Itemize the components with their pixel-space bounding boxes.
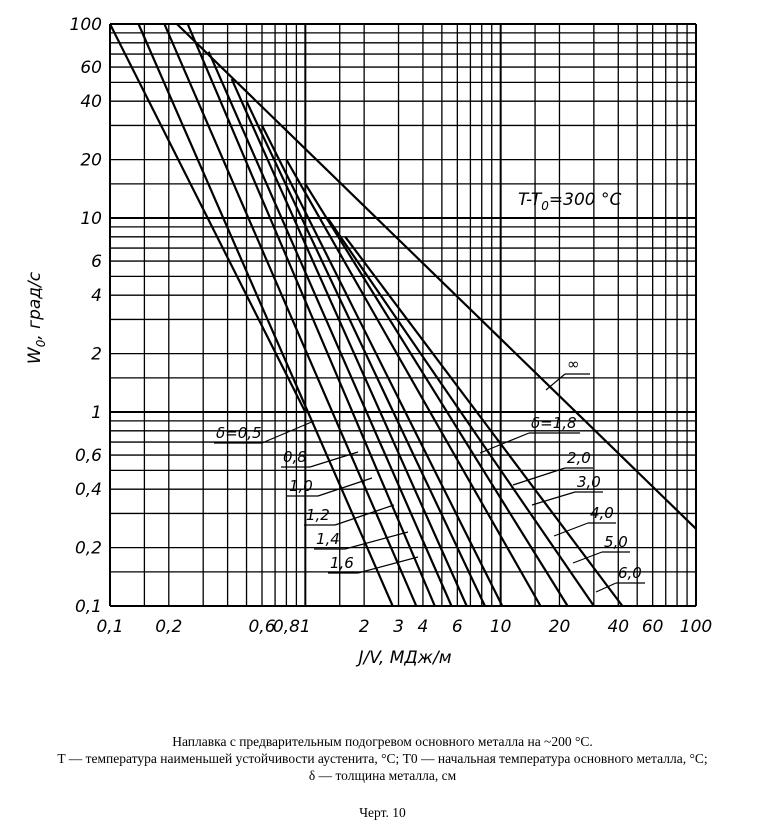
x-axis-label: J/V, МДж/м — [355, 648, 451, 668]
nomogram-chart: 0,1 0,2 0,60,8 1 2 3 4 6 10 20 40 60 100100604020106… — [25, 15, 713, 668]
series-line — [344, 236, 624, 607]
series-label: 6,0 — [618, 564, 642, 582]
y-tick-label: 60 — [80, 58, 102, 78]
tick-labels: 0,1 0,2 0,60,8 1 2 3 4 6 10 20 40 60 100100604020106… — [70, 15, 713, 637]
series-label: ∞ — [567, 355, 580, 373]
y-tick-label: 1 — [91, 403, 102, 423]
series-label: 1,4 — [316, 530, 340, 548]
y-tick-label: 0,1 — [75, 597, 102, 617]
x-tick-label: 40 — [607, 617, 629, 637]
series-label: 1,6 — [330, 554, 354, 572]
series-line — [163, 23, 418, 607]
x-tick-label: 1 — [300, 617, 311, 637]
series-lines — [109, 23, 697, 607]
leader-line — [317, 477, 373, 497]
x-tick-label: 6 — [452, 617, 463, 637]
series-line — [109, 23, 307, 413]
series-line — [304, 183, 569, 607]
leader-line — [344, 531, 409, 550]
x-tick-label: 10 — [490, 617, 512, 637]
leader-line — [309, 451, 359, 468]
leader-line — [357, 556, 419, 574]
caption-line-1: Наплавка с предварительным подогревом ос… — [172, 734, 593, 749]
series-label: 2,0 — [567, 449, 591, 467]
drawing-number: Черт. 10 — [359, 805, 406, 820]
leader-line — [545, 373, 566, 391]
y-axis-label: W0, град/с — [25, 271, 48, 364]
leader-line — [572, 551, 603, 564]
leader-line — [479, 432, 530, 454]
x-tick-label: 0,2 — [155, 617, 182, 637]
x-tick-label: 100 — [680, 617, 712, 637]
x-tick-label: 2 — [359, 617, 370, 637]
series-label: 1,2 — [306, 506, 330, 524]
y-tick-label: 2 — [91, 345, 102, 365]
leader-line — [553, 522, 589, 537]
leader-line — [261, 420, 315, 444]
y-tick-label: 0,2 — [75, 539, 102, 559]
series-line — [137, 23, 394, 607]
caption-line-2: T — температура наименьшей устойчивости … — [57, 751, 708, 766]
chart-caption: Наплавка с предварительным подогревом ос… — [0, 733, 765, 784]
y-tick-label: 100 — [70, 15, 102, 35]
series-label: 0,8 — [283, 448, 307, 466]
y-tick-label: 4 — [91, 286, 102, 306]
x-tick-label: 0,1 — [96, 617, 123, 637]
leader-line — [512, 467, 566, 486]
series-line — [245, 100, 486, 607]
series-line — [261, 124, 504, 607]
y-tick-label: 0,4 — [75, 480, 102, 500]
x-tick-label: 20 — [549, 617, 571, 637]
y-tick-label: 6 — [91, 252, 102, 272]
series-label: δ=0,5 — [216, 424, 262, 442]
series-label: δ=1,8 — [531, 414, 577, 432]
series-line — [285, 159, 542, 607]
series-line — [186, 23, 436, 607]
y-tick-label: 40 — [80, 92, 102, 112]
series-line — [207, 51, 453, 607]
leader-line — [531, 491, 576, 506]
series-labels: δ=0,5 0,8 1,0 1,2 1,4 1,6 δ=1,8 2,0 3,0 4,0 5,0 6,0… — [216, 355, 642, 582]
condition-annotation: T-T0=300 °C — [518, 190, 621, 213]
series-label: 4,0 — [590, 504, 614, 522]
y-tick-label: 20 — [80, 151, 102, 171]
y-tick-label: 10 — [80, 209, 102, 229]
x-tick-label: 60 — [642, 617, 664, 637]
series-line — [326, 217, 595, 607]
x-tick-label: 4 — [418, 617, 429, 637]
series-line — [230, 78, 468, 607]
y-tick-label: 0,6 — [75, 446, 102, 466]
leader-line — [334, 504, 395, 526]
x-tick-label: 3 — [393, 617, 404, 637]
series-label: 5,0 — [604, 533, 628, 551]
caption-line-3: δ — толщина металла, см — [308, 768, 457, 783]
x-tick-label: 0,6 — [248, 617, 275, 637]
leader-line — [595, 582, 617, 593]
label-leaders — [214, 373, 645, 593]
grid — [109, 23, 697, 607]
series-line — [176, 23, 697, 530]
x-tick-label: 0,8 — [273, 617, 300, 637]
series-label: 1,0 — [289, 477, 313, 495]
series-label: 3,0 — [577, 473, 601, 491]
